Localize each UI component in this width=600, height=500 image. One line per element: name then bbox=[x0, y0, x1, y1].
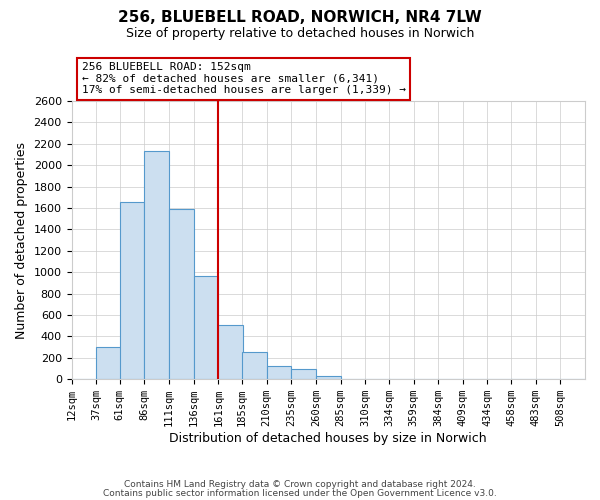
Bar bbox=[316, 376, 341, 379]
Y-axis label: Number of detached properties: Number of detached properties bbox=[15, 142, 28, 338]
Bar bbox=[169, 209, 194, 379]
Text: Contains HM Land Registry data © Crown copyright and database right 2024.: Contains HM Land Registry data © Crown c… bbox=[124, 480, 476, 489]
Bar bbox=[292, 369, 316, 379]
Text: Contains public sector information licensed under the Open Government Licence v3: Contains public sector information licen… bbox=[103, 488, 497, 498]
Bar bbox=[560, 378, 585, 379]
Text: 256 BLUEBELL ROAD: 152sqm
← 82% of detached houses are smaller (6,341)
17% of se: 256 BLUEBELL ROAD: 152sqm ← 82% of detac… bbox=[82, 62, 406, 96]
Bar bbox=[242, 352, 266, 379]
Text: 256, BLUEBELL ROAD, NORWICH, NR4 7LW: 256, BLUEBELL ROAD, NORWICH, NR4 7LW bbox=[118, 10, 482, 25]
Bar bbox=[218, 324, 243, 379]
Bar bbox=[365, 378, 390, 379]
Bar bbox=[266, 366, 292, 379]
X-axis label: Distribution of detached houses by size in Norwich: Distribution of detached houses by size … bbox=[169, 432, 487, 445]
Bar bbox=[194, 276, 218, 379]
Bar bbox=[120, 202, 145, 379]
Bar bbox=[96, 347, 121, 379]
Text: Size of property relative to detached houses in Norwich: Size of property relative to detached ho… bbox=[126, 28, 474, 40]
Bar bbox=[145, 151, 169, 379]
